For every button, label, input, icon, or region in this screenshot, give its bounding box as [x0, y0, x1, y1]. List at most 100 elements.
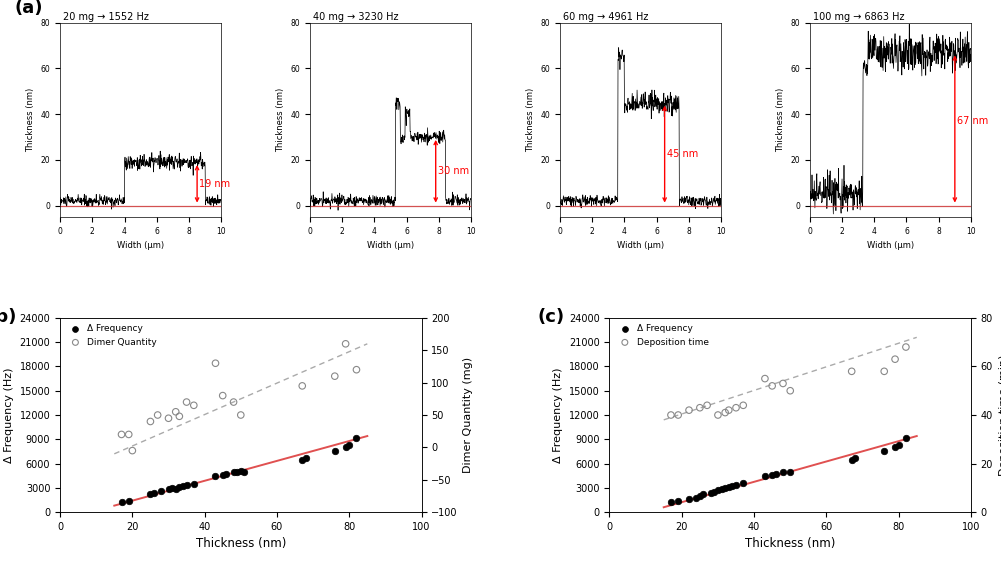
- X-axis label: Thickness (nm): Thickness (nm): [195, 537, 286, 550]
- Y-axis label: Δ Frequency (Hz): Δ Frequency (Hz): [4, 367, 14, 463]
- Δ Frequency: [348, 433, 364, 442]
- Δ Frequency: [337, 443, 353, 452]
- Dimer Quantity: [337, 339, 353, 348]
- Deposition time: [898, 343, 914, 352]
- Dimer Quantity: [186, 401, 202, 410]
- X-axis label: Width (μm): Width (μm): [617, 241, 664, 250]
- Δ Frequency: [887, 443, 903, 452]
- Δ Frequency: [146, 488, 162, 497]
- Dimer Quantity: [142, 417, 158, 426]
- Δ Frequency: [663, 498, 679, 507]
- Y-axis label: Δ Frequency (Hz): Δ Frequency (Hz): [554, 367, 564, 463]
- Δ Frequency: [121, 496, 137, 505]
- Deposition time: [710, 410, 726, 419]
- Text: (a): (a): [15, 0, 43, 18]
- Δ Frequency: [847, 453, 863, 463]
- Δ Frequency: [298, 453, 314, 463]
- Legend: Δ Frequency, Deposition time: Δ Frequency, Deposition time: [614, 323, 711, 349]
- Text: 67 nm: 67 nm: [957, 116, 989, 126]
- Text: 45 nm: 45 nm: [667, 149, 698, 159]
- Deposition time: [663, 410, 679, 419]
- Text: 19 nm: 19 nm: [199, 179, 230, 189]
- Δ Frequency: [236, 467, 252, 476]
- Δ Frequency: [153, 486, 169, 496]
- Δ Frequency: [725, 481, 741, 490]
- Δ Frequency: [876, 447, 892, 456]
- Δ Frequency: [775, 468, 791, 477]
- Δ Frequency: [113, 498, 129, 507]
- Deposition time: [717, 408, 733, 417]
- Text: 20 mg → 1552 Hz: 20 mg → 1552 Hz: [63, 12, 149, 22]
- Δ Frequency: [728, 480, 744, 489]
- Δ Frequency: [218, 469, 234, 479]
- Δ Frequency: [681, 494, 697, 504]
- X-axis label: Width (μm): Width (μm): [367, 241, 414, 250]
- Text: (c): (c): [538, 308, 565, 326]
- Δ Frequency: [844, 455, 860, 464]
- Dimer Quantity: [178, 398, 194, 407]
- Δ Frequency: [670, 496, 686, 505]
- Dimer Quantity: [233, 410, 249, 419]
- Δ Frequency: [294, 455, 310, 464]
- Δ Frequency: [233, 466, 249, 475]
- Deposition time: [876, 367, 892, 376]
- Y-axis label: Thickness (nm): Thickness (nm): [776, 88, 785, 152]
- Text: 30 nm: 30 nm: [437, 166, 468, 176]
- Deposition time: [775, 379, 791, 388]
- Δ Frequency: [214, 471, 230, 480]
- Δ Frequency: [703, 488, 719, 497]
- Y-axis label: Dimer Quantity (mg): Dimer Quantity (mg): [463, 357, 473, 473]
- Δ Frequency: [178, 481, 194, 490]
- Dimer Quantity: [171, 412, 187, 421]
- Dimer Quantity: [121, 430, 137, 439]
- Δ Frequency: [891, 440, 907, 450]
- Δ Frequency: [207, 471, 223, 480]
- Deposition time: [735, 401, 751, 410]
- Deposition time: [728, 403, 744, 413]
- Deposition time: [887, 354, 903, 364]
- Δ Frequency: [175, 481, 191, 490]
- Dimer Quantity: [168, 407, 184, 417]
- Text: 60 mg → 4961 Hz: 60 mg → 4961 Hz: [564, 12, 649, 22]
- Δ Frequency: [782, 467, 798, 476]
- Dimer Quantity: [124, 446, 140, 455]
- Dimer Quantity: [207, 358, 223, 368]
- Δ Frequency: [692, 492, 708, 501]
- Δ Frequency: [689, 493, 705, 502]
- X-axis label: Width (μm): Width (μm): [867, 241, 914, 250]
- Δ Frequency: [717, 483, 733, 492]
- Dimer Quantity: [160, 414, 176, 423]
- Δ Frequency: [898, 433, 914, 442]
- Δ Frequency: [341, 440, 357, 450]
- Δ Frequency: [714, 484, 730, 493]
- Δ Frequency: [168, 484, 184, 493]
- Δ Frequency: [164, 483, 180, 492]
- X-axis label: Thickness (nm): Thickness (nm): [745, 537, 836, 550]
- Dimer Quantity: [150, 410, 166, 419]
- Δ Frequency: [721, 483, 737, 492]
- Δ Frequency: [757, 471, 773, 480]
- X-axis label: Width (μm): Width (μm): [117, 241, 164, 250]
- Deposition time: [764, 381, 780, 390]
- Δ Frequency: [186, 479, 202, 488]
- Δ Frequency: [735, 479, 751, 488]
- Y-axis label: Thickness (nm): Thickness (nm): [26, 88, 35, 152]
- Δ Frequency: [142, 490, 158, 499]
- Deposition time: [670, 410, 686, 419]
- Deposition time: [844, 367, 860, 376]
- Dimer Quantity: [326, 372, 342, 381]
- Dimer Quantity: [348, 365, 364, 374]
- Δ Frequency: [768, 469, 784, 479]
- Legend: Δ Frequency, Dimer Quantity: Δ Frequency, Dimer Quantity: [65, 323, 159, 349]
- Δ Frequency: [696, 490, 712, 499]
- Deposition time: [699, 401, 715, 410]
- Y-axis label: Deposition time (min): Deposition time (min): [999, 354, 1001, 476]
- Dimer Quantity: [113, 430, 129, 439]
- Y-axis label: Thickness (nm): Thickness (nm): [526, 88, 535, 152]
- Deposition time: [721, 406, 737, 415]
- Δ Frequency: [171, 483, 187, 492]
- Dimer Quantity: [214, 391, 230, 400]
- Δ Frequency: [707, 487, 723, 496]
- Deposition time: [757, 374, 773, 383]
- Deposition time: [692, 403, 708, 413]
